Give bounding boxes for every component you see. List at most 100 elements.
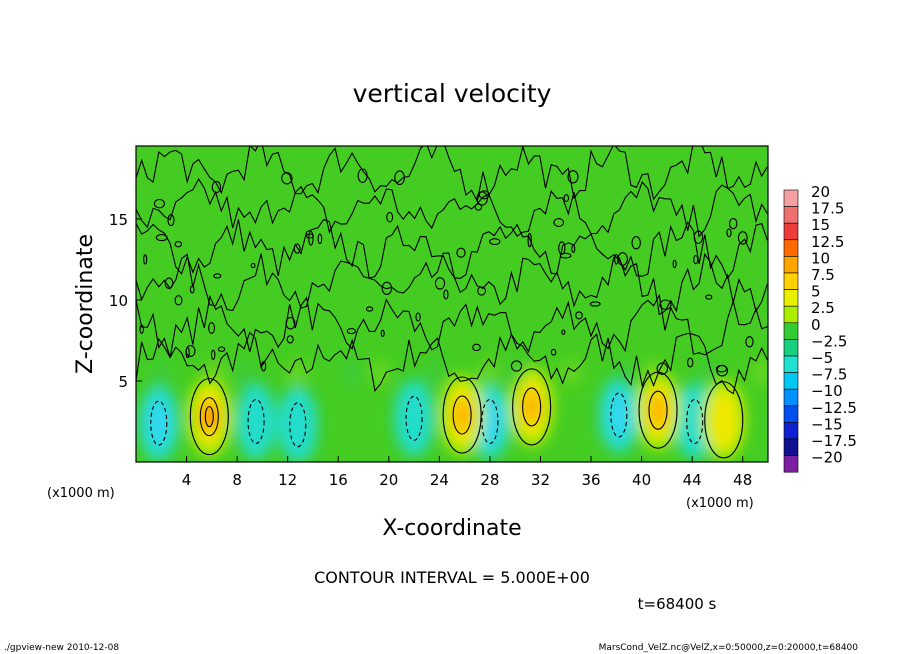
noise-contour <box>728 217 738 230</box>
downdraft-shade <box>394 380 435 457</box>
colorbar-swatch <box>783 422 799 440</box>
updraft-contour <box>512 368 552 446</box>
colorbar-swatch <box>783 239 799 257</box>
y-tick-label: 10 <box>109 292 128 310</box>
field-texture <box>698 358 719 387</box>
noise-contour <box>567 170 579 184</box>
colorbar-label: −5 <box>811 349 833 367</box>
noise-contour <box>357 168 368 183</box>
downdraft-contour <box>405 395 423 441</box>
field-shading <box>138 358 768 462</box>
colorbar-label: 2.5 <box>811 299 835 317</box>
noise-contour <box>737 231 748 245</box>
colorbar-swatch <box>783 438 799 456</box>
colorbar-label: −20 <box>811 449 843 467</box>
noise-contour <box>189 285 195 294</box>
x-tick-label: 8 <box>232 471 242 489</box>
noise-contour <box>317 233 323 245</box>
noise-contour <box>693 254 699 265</box>
noise-contour <box>285 316 296 330</box>
noise-contour <box>174 241 183 248</box>
downdraft-shade <box>477 397 502 446</box>
downdraft-shade <box>146 399 171 448</box>
downdraft-contour <box>289 402 307 448</box>
updraft-shade <box>522 388 541 425</box>
updraft-contour <box>648 390 668 430</box>
noise-contour <box>281 172 293 185</box>
noise-contour <box>260 361 267 372</box>
downdraft-contour <box>247 398 265 445</box>
x-axis: 4 8 12 16 20 24 28 32 36 40 44 48 <box>182 456 752 489</box>
noise-contour <box>217 346 226 352</box>
noise-contour <box>478 190 490 200</box>
y-axis-label: Z-coordinate <box>73 234 98 374</box>
noise-contour <box>286 335 294 344</box>
noise-contour <box>174 295 183 306</box>
field-texture <box>341 358 362 387</box>
noise-contour <box>380 329 385 337</box>
field-texture <box>151 358 172 387</box>
plot-area <box>136 146 768 462</box>
footer-left: ./gpview-new 2010-12-08 <box>4 643 119 653</box>
updraft-shade <box>453 397 472 434</box>
noise-contour <box>185 347 190 359</box>
noise-contour <box>293 243 301 254</box>
colorbar-label: 0 <box>811 316 821 334</box>
noise-contour <box>656 362 669 375</box>
colorbar-label: −10 <box>811 382 843 400</box>
downdraft-contour <box>150 400 168 446</box>
noise-contour <box>489 238 501 246</box>
noise-contour <box>715 364 728 373</box>
updraft-shade <box>708 389 739 450</box>
chart-title: vertical velocity <box>353 79 552 108</box>
colorbar-label: −7.5 <box>811 366 847 384</box>
downdraft-contour <box>481 398 499 445</box>
x-unit-left: (x1000 m) <box>47 486 115 501</box>
colorbar-swatch <box>783 222 799 241</box>
downdraft-shade <box>236 383 277 460</box>
colorbar-swatch <box>783 388 799 407</box>
colorbar-label: −2.5 <box>811 332 847 350</box>
colorbar-swatch <box>783 322 799 340</box>
time-label: t=68400 s <box>638 595 717 613</box>
velocity-field <box>138 358 768 462</box>
updraft-contour <box>522 387 542 427</box>
noise-contour <box>164 277 174 289</box>
x-unit-right: (x1000 m) <box>686 496 754 511</box>
x-tick-label: 24 <box>430 471 449 489</box>
noise-contour <box>443 289 449 300</box>
noise-contour <box>726 228 732 238</box>
noise-contour <box>143 254 148 265</box>
noise-contour <box>456 247 466 258</box>
updraft-shade <box>649 392 668 429</box>
noise-contour <box>563 194 570 203</box>
x-tick-label: 44 <box>683 471 702 489</box>
x-tick-label: 28 <box>480 471 499 489</box>
noise-contour <box>136 178 768 238</box>
noise-contour <box>474 203 483 211</box>
field-texture <box>205 358 226 387</box>
noise-contour <box>589 301 601 307</box>
field-texture <box>751 358 768 387</box>
x-tick-label: 32 <box>531 471 550 489</box>
plot-frame <box>135 145 769 463</box>
colorbar-swatch <box>783 206 799 224</box>
noise-contour <box>617 252 628 266</box>
x-tick-label: 16 <box>329 471 348 489</box>
colorbar-swatch <box>783 256 799 274</box>
colorbar-label: 12.5 <box>811 233 844 251</box>
noise-contour <box>136 218 768 280</box>
noise-contour <box>211 180 222 194</box>
noise-contour <box>631 236 641 250</box>
field-texture <box>233 358 254 387</box>
downdraft-shade <box>277 386 318 462</box>
noise-contour <box>155 234 168 242</box>
noise-contour <box>136 252 768 316</box>
noise-contour <box>208 322 216 334</box>
downdraft-shade <box>606 391 631 440</box>
noise-contour <box>136 331 768 395</box>
x-tick-label: 36 <box>581 471 600 489</box>
x-tick-label: 48 <box>733 471 752 489</box>
colorbar: 2017.51512.5107.552.50−2.5−5−7.5−10−12.5… <box>783 183 857 473</box>
colorbar-swatch <box>783 289 799 307</box>
